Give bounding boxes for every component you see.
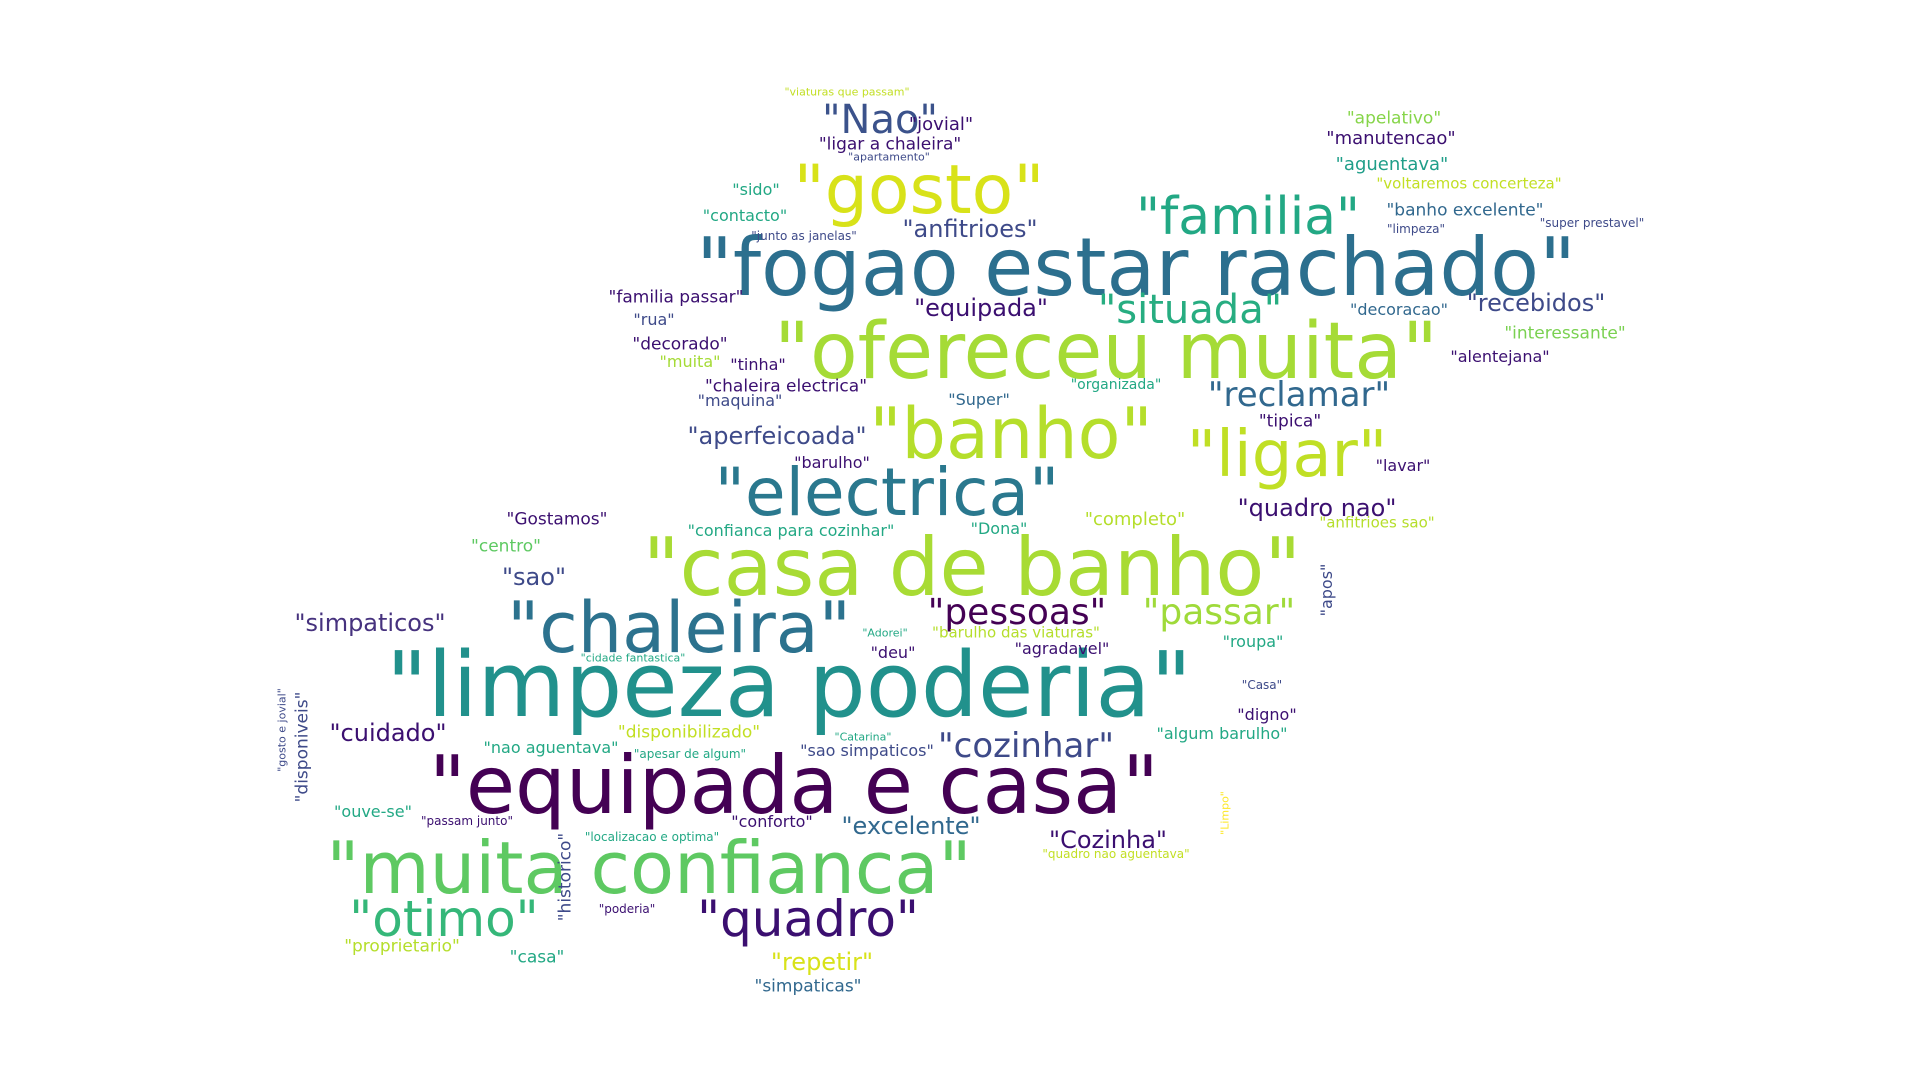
word-8: "ligar" (1186, 418, 1388, 492)
word-93: "simpaticas" (754, 976, 862, 997)
word-81: "sao simpaticos" (800, 741, 934, 760)
word-92: "casa" (509, 947, 565, 968)
word-60: "Gostamos" (506, 509, 608, 530)
word-44: "junto as janelas" (751, 229, 857, 243)
word-23: "quadro nao" (1237, 494, 1397, 522)
word-33: "apartamento" (848, 150, 930, 164)
word-21: "equipada" (914, 294, 1048, 322)
word-25: "cuidado" (329, 719, 447, 747)
word-79: "nao aguentava" (483, 738, 619, 757)
word-38: "voltaremos concerteza" (1376, 174, 1562, 193)
word-15: "situada" (1097, 287, 1283, 333)
word-59: "lavar" (1375, 456, 1431, 475)
word-27: "Cozinha" (1049, 826, 1167, 854)
word-78: "disponibilizado" (617, 722, 761, 743)
word-42: "sido" (732, 180, 780, 199)
word-12: "otimo" (349, 890, 539, 948)
word-77: "disponiveis" (292, 691, 313, 803)
word-52: "Super" (948, 390, 1010, 409)
word-80: "apesar de algum" (633, 747, 747, 761)
word-13: "quadro" (697, 890, 919, 948)
word-47: "decorado" (632, 334, 728, 355)
word-65: "centro" (471, 536, 541, 557)
word-11: "familia" (1136, 187, 1360, 247)
word-17: "pessoas" (927, 592, 1107, 633)
word-41: "super prestavel" (1539, 216, 1645, 230)
word-5: "muita confianca" (326, 826, 972, 910)
word-86: "Limpo" (1218, 791, 1232, 835)
word-26: "excelente" (841, 812, 981, 840)
word-54: "decoracao" (1349, 300, 1449, 319)
word-89: "quadro nao aguentava" (1042, 847, 1190, 861)
word-30: "recebidos" (1466, 289, 1606, 317)
word-55: "interessante" (1504, 323, 1626, 344)
word-24: "simpaticos" (294, 609, 446, 637)
word-57: "tipica" (1258, 411, 1322, 432)
word-82: "Catarina" (834, 730, 892, 744)
word-3: "casa de banho" (642, 521, 1302, 614)
word-62: "Dona" (970, 519, 1028, 538)
word-71: "roupa" (1222, 632, 1284, 651)
word-83: "ouve-se" (334, 802, 412, 821)
word-76: "gosto e jovial" (275, 688, 289, 772)
word-53: "organizada" (1070, 377, 1162, 393)
word-91: "proprietario" (344, 936, 460, 957)
word-2: "equipada e casa" (429, 739, 1159, 832)
word-22: "aperfeicoada" (687, 422, 867, 450)
word-66: "apos" (1317, 563, 1336, 617)
word-72: "cidade fantastica" (580, 651, 686, 665)
word-1: "limpeza poderia" (386, 633, 1192, 738)
word-34: "viaturas que passam" (784, 85, 910, 99)
word-75: "algum barulho" (1156, 724, 1288, 743)
word-36: "manutencao" (1326, 128, 1456, 149)
word-37: "aguentava" (1335, 154, 1449, 175)
word-19: "cozinhar" (938, 726, 1114, 766)
word-48: "muita" (659, 352, 721, 371)
word-29: "sao" (502, 563, 566, 591)
word-84: "passam junto" (421, 814, 513, 828)
word-45: "familia passar" (608, 287, 744, 308)
word-43: "contacto" (702, 206, 788, 225)
word-10: "chaleira" (507, 587, 851, 669)
word-51: "maquina" (697, 391, 783, 410)
word-50: "chaleira electrica" (704, 376, 868, 397)
word-85: "conforto" (731, 812, 813, 831)
word-32: "ligar a chaleira" (818, 134, 962, 155)
word-61: "confianca para cozinhar" (687, 521, 895, 540)
word-7: "banho" (869, 393, 1153, 475)
word-16: "reclamar" (1207, 375, 1391, 415)
word-67: "Adorei" (862, 626, 908, 640)
word-39: "banho excelente" (1386, 200, 1544, 221)
word-68: "barulho das viaturas" (932, 623, 1100, 642)
word-40: "limpeza" (1386, 222, 1446, 236)
word-64: "anfitrioes sao" (1319, 513, 1435, 532)
word-87: "historico" (555, 832, 576, 922)
word-69: "deu" (870, 643, 916, 662)
word-18: "passar" (1142, 592, 1296, 633)
word-73: "Casa" (1241, 678, 1283, 692)
word-31: "jovial" (908, 114, 974, 135)
word-6: "gosto" (793, 151, 1045, 230)
word-90: "poderia" (598, 902, 656, 916)
word-63: "completo" (1084, 509, 1186, 530)
word-0: "fogao estar rachado" (696, 221, 1576, 314)
word-46: "rua" (633, 310, 675, 329)
word-56: "alentejana" (1450, 347, 1550, 366)
word-14: "Nao" (822, 97, 938, 143)
word-35: "apelativo" (1346, 108, 1442, 129)
word-58: "barulho" (794, 453, 870, 472)
word-70: "agradavel" (1014, 639, 1110, 658)
word-20: "anfitrioes" (902, 215, 1038, 243)
word-4: "ofereceu muita" (774, 307, 1438, 397)
word-74: "digno" (1237, 705, 1297, 724)
word-88: "localizacao e optima" (584, 830, 720, 844)
word-9: "electrica" (714, 454, 1060, 531)
word-28: "repetir" (770, 948, 874, 976)
word-49: "tinha" (730, 355, 786, 374)
